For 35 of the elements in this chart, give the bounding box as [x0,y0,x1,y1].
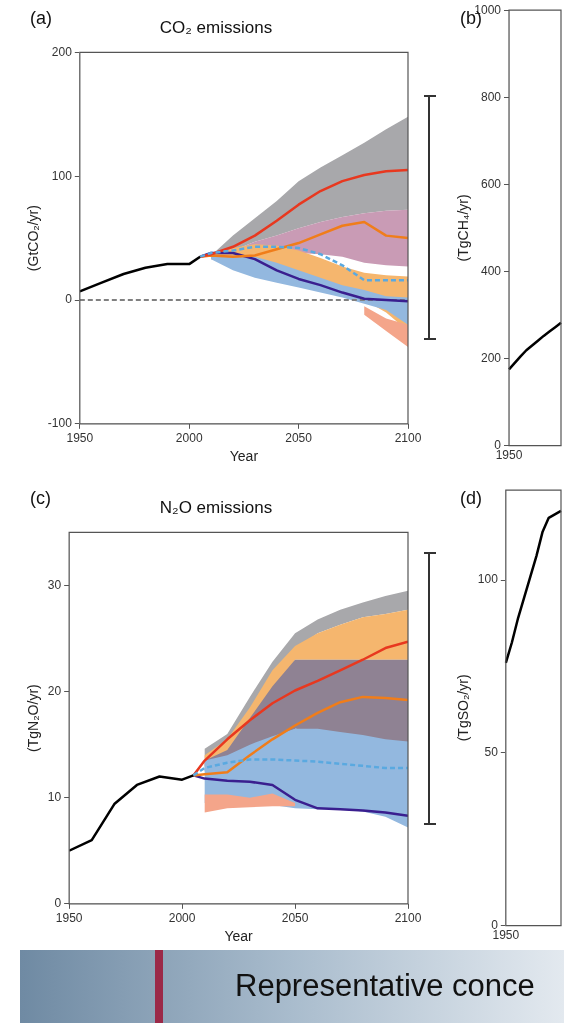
y-tick-label: 50 [484,745,499,760]
y-tick-label: 0 [54,896,62,911]
text: Representative conce [235,968,535,1004]
text: (d) [460,487,482,508]
text: (a) [30,7,52,28]
x-tick-label: 2000 [175,431,203,446]
x-axis-title: Year [224,928,254,945]
y-tick-label: 0 [65,292,73,307]
y-tick-label: 30 [47,577,62,592]
chart-title: CO₂ emissions [159,17,273,37]
y-axis-title: (TgSO₂/yr) [455,674,472,742]
x-tick-label: 2050 [281,911,309,926]
x-tick-label: 2000 [168,911,196,926]
y-tick-label: -100 [47,416,73,431]
x-axis-title: Year [229,448,259,465]
y-tick-label: 100 [477,572,499,587]
line-series [192,758,408,777]
x-tick-label: 2050 [285,431,313,446]
x-tick-label: 2100 [394,911,422,926]
y-tick-label: 800 [480,89,502,104]
y-tick-label: 10 [47,790,62,804]
y-tick-label: 200 [51,44,73,59]
y-tick-label: 100 [51,168,73,183]
chart-title: N₂O emissions [159,497,273,517]
y-axis-title: (TgCH₄/yr) [455,194,472,262]
y-axis-title: (TgN₂O/yr) [25,684,42,752]
x-tick-label: 2100 [394,431,422,446]
text: (c) [30,487,51,508]
y-axis-title: (GtCO₂/yr) [25,205,42,272]
y-tick-label: 400 [480,263,502,278]
y-tick-label: 200 [480,350,502,365]
x-tick-label: 1950 [55,911,83,926]
x-tick-label: 1950 [66,431,94,446]
y-tick-label: 600 [480,176,502,191]
y-tick-label: 20 [47,683,62,698]
